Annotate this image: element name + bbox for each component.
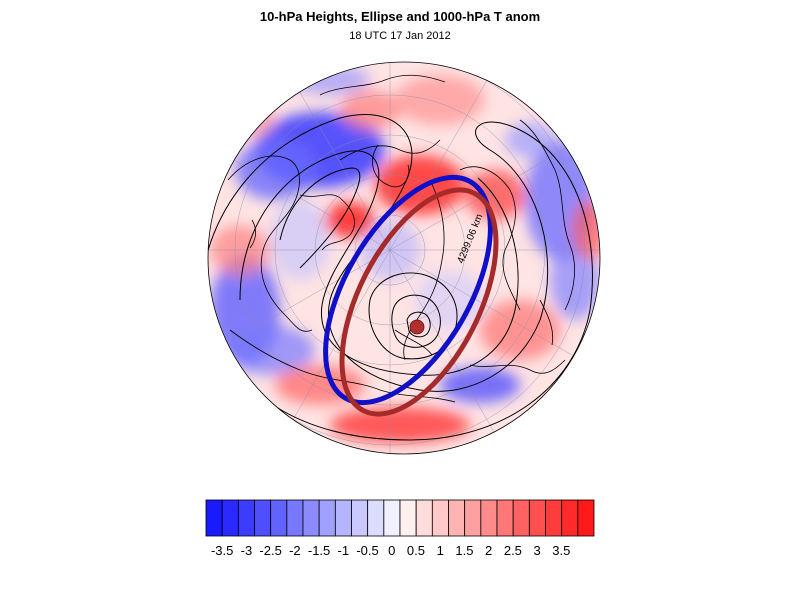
coastlines — [227, 74, 575, 403]
map-title: 10-hPa Heights, Ellipse and 1000-hPa T a… — [259, 9, 541, 24]
blue-ellipse — [323, 174, 493, 406]
colorbar-tick-label: 3 — [533, 543, 541, 558]
map-subtitle: 18 UTC 17 Jan 2012 — [349, 30, 451, 42]
colorbar-swatch — [205, 499, 223, 537]
colorbar-swatch — [496, 499, 514, 537]
vortex-center-marker — [409, 319, 425, 335]
temperature-anomaly-field — [210, 65, 600, 443]
colorbar — [205, 499, 595, 537]
red-ellipse — [339, 187, 499, 417]
colorbar-swatch — [528, 499, 546, 537]
colorbar-swatch — [431, 499, 449, 537]
colorbar-tick-label: 0.5 — [406, 543, 426, 558]
colorbar-swatch — [448, 499, 466, 537]
colorbar-swatch — [545, 499, 563, 537]
colorbar-swatch — [383, 499, 401, 537]
colorbar-swatch — [286, 499, 304, 537]
colorbar-tick-label: 3.5 — [552, 543, 571, 558]
colorbar-tick-label: -3.5 — [210, 543, 234, 558]
colorbar-tick-label: -1 — [337, 543, 350, 558]
colorbar-tick-label: -0.5 — [356, 543, 379, 558]
colorbar-swatch — [351, 499, 369, 537]
colorbar-swatch — [221, 499, 239, 537]
colorbar-swatch — [367, 499, 385, 537]
colorbar-tick-label: 1 — [436, 543, 444, 558]
colorbar-swatch — [318, 499, 336, 537]
globe — [208, 62, 600, 454]
colorbar-swatch — [480, 499, 498, 537]
colorbar-tick-label: -1.5 — [307, 543, 331, 558]
colorbar-swatch — [561, 499, 579, 537]
colorbar-swatch — [415, 499, 433, 537]
colorbar-swatch — [237, 499, 255, 537]
colorbar-swatch — [399, 499, 417, 537]
colorbar-tick-label: -2.5 — [259, 543, 282, 558]
globe-outline — [207, 61, 601, 455]
colorbar-tick-label: -3 — [240, 543, 253, 558]
colorbar-tick-label: 2.5 — [503, 543, 522, 558]
colorbar-swatch — [270, 499, 288, 537]
colorbar-tick-label: 0 — [388, 543, 396, 558]
colorbar-swatch — [334, 499, 352, 537]
colorbar-swatch — [464, 499, 482, 537]
colorbar-tick-label: -2 — [289, 543, 301, 558]
colorbar-swatch — [512, 499, 530, 537]
colorbar-swatch — [254, 499, 272, 537]
colorbar-swatch — [577, 499, 595, 537]
colorbar-swatch — [302, 499, 320, 537]
colorbar-tick-label: 2 — [485, 543, 493, 558]
colorbar-tick-label: 1.5 — [455, 543, 474, 558]
